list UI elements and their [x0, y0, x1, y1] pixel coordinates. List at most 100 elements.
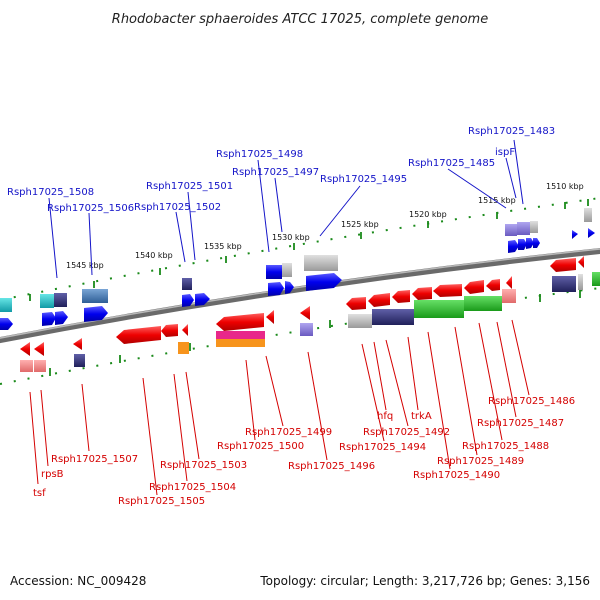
gene-arrow: [182, 324, 188, 336]
forward-genes: [0, 208, 595, 330]
gene-arrow: [508, 240, 519, 253]
gene-feature: [40, 294, 54, 308]
gene-label: Rsph17025_1490: [413, 470, 500, 481]
scale-label: 1515 kbp: [478, 196, 516, 205]
gene-arrow: [486, 279, 500, 291]
gene-feature: [464, 296, 502, 311]
gene-arrow: [73, 338, 82, 350]
bottom-leader-lines: [29, 319, 530, 496]
gene-arrow: [84, 306, 108, 322]
gene-feature: [505, 224, 517, 236]
gene-label: Rsph17025_1496: [288, 461, 375, 472]
gene-arrow: [506, 276, 512, 289]
topology-text: Topology: circular; Length: 3,217,726 bp…: [260, 574, 590, 588]
scale-label: 1525 kbp: [341, 220, 379, 229]
gene-arrow: [346, 297, 366, 310]
gene-label: Rsph17025_1500: [217, 441, 304, 452]
gene-label: Rsph17025_1486: [488, 396, 575, 407]
gene-feature: [0, 298, 12, 312]
gene-feature: [502, 289, 516, 303]
outer-tick-track: [0, 197, 600, 301]
gene-label: Rsph17025_1503: [160, 460, 247, 471]
gene-arrow: [300, 306, 310, 320]
gene-arrow: [216, 313, 264, 331]
gene-feature: [552, 276, 576, 292]
gene-label: hfq: [377, 411, 393, 422]
gene-feature: [178, 342, 189, 354]
gene-arrow: [392, 290, 410, 303]
gene-feature: [182, 278, 192, 290]
gene-feature: [20, 360, 33, 372]
gene-label: Rsph17025_1504: [149, 482, 236, 493]
gene-feature: [348, 314, 372, 328]
scale-label: 1530 kbp: [272, 233, 310, 242]
gene-feature: [530, 221, 538, 233]
gene-arrow: [161, 324, 178, 337]
scale-label: 1540 kbp: [135, 251, 173, 260]
gene-feature: [592, 272, 600, 286]
gene-arrow: [306, 273, 342, 291]
gene-arrow: [572, 230, 578, 239]
gene-arrow: [433, 284, 462, 297]
gene-arrow: [518, 239, 527, 250]
gene-feature: [216, 331, 265, 339]
gene-feature: [82, 289, 108, 303]
gene-feature: [304, 255, 338, 271]
gene-label: Rsph17025_1489: [437, 456, 524, 467]
gene-label: Rsph17025_1488: [462, 441, 549, 452]
gene-arrow: [412, 287, 432, 300]
gene-feature: [266, 265, 282, 279]
gene-arrow: [55, 311, 68, 325]
gene-feature: [34, 360, 46, 372]
gene-feature: [74, 354, 85, 367]
gene-arrow: [268, 282, 284, 296]
gene-feature: [372, 309, 414, 325]
gene-label: Rsph17025_1508: [7, 187, 94, 198]
gene-feature: [578, 274, 583, 290]
reverse-genes: [20, 256, 600, 372]
gene-feature: [300, 323, 313, 336]
gene-label: Rsph17025_1501: [146, 181, 233, 192]
gene-arrow: [42, 312, 56, 326]
gene-arrow: [266, 310, 274, 324]
gene-label: Rsph17025_1494: [339, 442, 426, 453]
gene-arrow: [533, 238, 540, 248]
gene-feature: [282, 263, 292, 277]
gene-label: Rsph17025_1505: [118, 496, 205, 507]
map-title: Rhodobacter sphaeroides ATCC 17025, comp…: [112, 12, 488, 27]
gene-label: trkA: [411, 411, 432, 422]
gene-label: Rsph17025_1506: [47, 203, 134, 214]
gene-arrow: [195, 293, 210, 306]
accession-text: Accession: NC_009428: [10, 574, 147, 588]
scale-labels: 1510 kbp 1515 kbp 1520 kbp 1525 kbp 1530…: [66, 182, 584, 270]
gene-label: Rsph17025_1483: [468, 126, 555, 137]
gene-arrow: [464, 280, 484, 294]
gene-label: Rsph17025_1497: [232, 167, 319, 178]
gene-label: Rsph17025_1485: [408, 158, 495, 169]
gene-arrow: [0, 318, 13, 330]
gene-label: Rsph17025_1498: [216, 149, 303, 160]
gene-label: Rsph17025_1502: [134, 202, 221, 213]
gene-arrow: [182, 294, 194, 307]
gene-feature: [216, 339, 265, 347]
gene-arrow: [20, 342, 30, 356]
gene-label: rpsB: [41, 469, 64, 480]
gene-arrow: [368, 293, 390, 307]
gene-feature: [517, 222, 530, 235]
gene-feature: [584, 208, 592, 222]
gene-arrow: [526, 238, 534, 249]
gene-feature: [54, 293, 67, 307]
scale-label: 1520 kbp: [409, 210, 447, 219]
scale-label: 1535 kbp: [204, 242, 242, 251]
top-leader-lines: [48, 139, 524, 279]
gene-feature: [414, 300, 464, 318]
top-gene-labels: Rsph17025_1483 ispF Rsph17025_1485 Rsph1…: [7, 126, 555, 214]
gene-arrow: [550, 258, 576, 272]
gene-label: Rsph17025_1487: [477, 418, 564, 429]
scale-label: 1510 kbp: [546, 182, 584, 191]
gene-label: Rsph17025_1495: [320, 174, 407, 185]
gene-arrow: [578, 256, 584, 268]
gene-label: Rsph17025_1507: [51, 454, 138, 465]
inner-tick-track: [0, 287, 600, 385]
